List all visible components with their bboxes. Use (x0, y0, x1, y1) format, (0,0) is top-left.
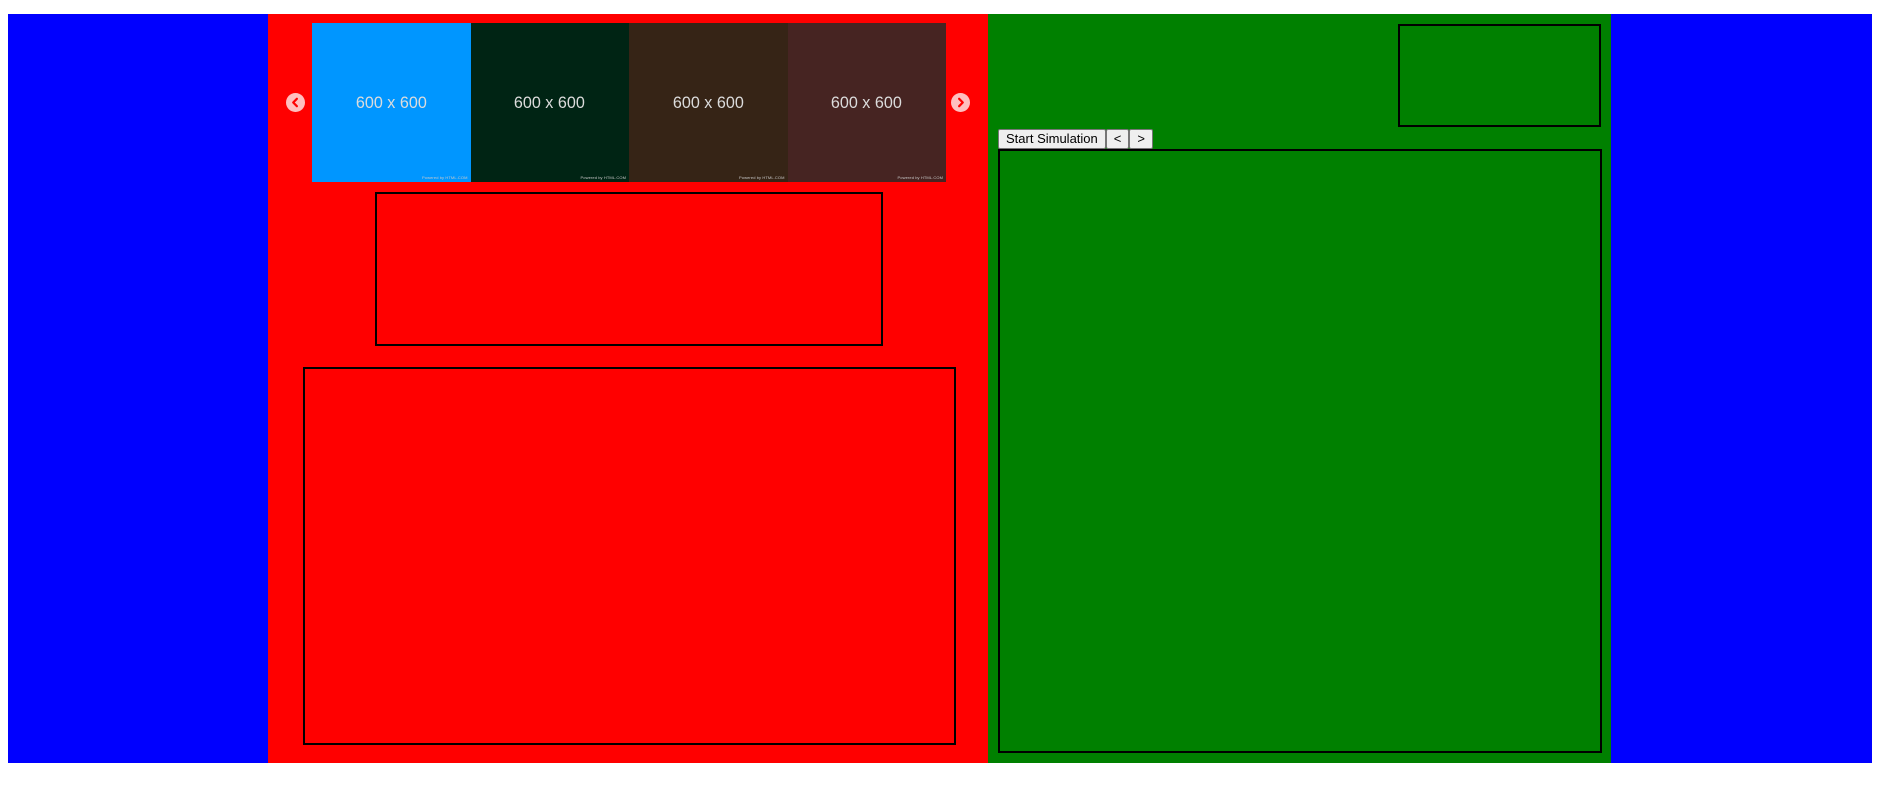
carousel-prev-button[interactable] (286, 93, 305, 112)
chevron-left-icon (292, 97, 298, 108)
carousel-slide: 600 x 600 Powered by HTML.COM (629, 23, 788, 182)
slide-credit: Powered by HTML.COM (422, 175, 468, 180)
next-step-button[interactable]: > (1129, 129, 1153, 149)
carousel-slide: 600 x 600 Powered by HTML.COM (312, 23, 471, 182)
slide-credit: Powered by HTML.COM (580, 175, 626, 180)
left-margin-column (8, 14, 268, 763)
slide-caption: 600 x 600 (672, 92, 744, 112)
slide-caption: 600 x 600 (514, 92, 586, 112)
right-panel: Start Simulation < > (988, 14, 1611, 763)
carousel-next-button[interactable] (951, 93, 970, 112)
left-content-box (303, 367, 956, 745)
slide-credit: Powered by HTML.COM (897, 175, 943, 180)
slide-caption: 600 x 600 (831, 92, 903, 112)
right-preview-box (1398, 24, 1601, 127)
simulation-controls: Start Simulation < > (998, 129, 1153, 149)
left-panel: 600 x 600 Powered by HTML.COM 600 x 600 … (268, 14, 988, 763)
simulation-canvas[interactable] (998, 149, 1602, 753)
start-simulation-button[interactable]: Start Simulation (998, 129, 1106, 149)
previous-step-button[interactable]: < (1105, 129, 1130, 149)
image-carousel[interactable]: 600 x 600 Powered by HTML.COM 600 x 600 … (312, 23, 946, 182)
left-info-box (375, 192, 883, 346)
carousel-slide: 600 x 600 Powered by HTML.COM (787, 23, 946, 182)
slide-caption: 600 x 600 (355, 92, 427, 112)
chevron-right-icon (958, 97, 964, 108)
right-margin-column (1611, 14, 1872, 763)
slide-credit: Powered by HTML.COM (739, 175, 785, 180)
carousel-slide: 600 x 600 Powered by HTML.COM (470, 23, 629, 182)
page-frame: 600 x 600 Powered by HTML.COM 600 x 600 … (8, 14, 1872, 763)
